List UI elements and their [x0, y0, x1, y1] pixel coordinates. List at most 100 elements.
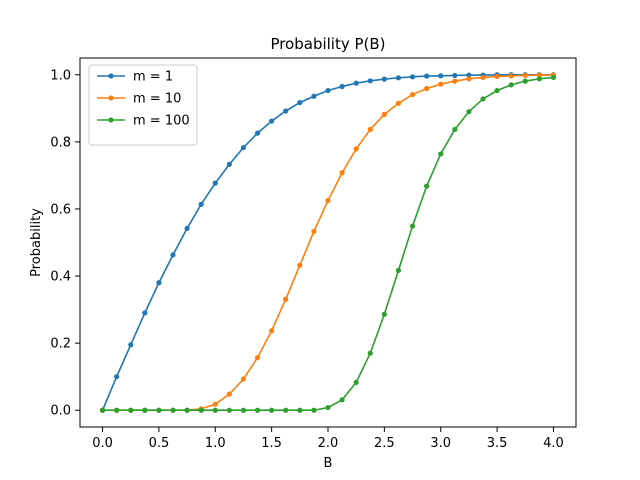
series-3-point	[353, 379, 359, 385]
x-tick-label: 1.5	[261, 436, 282, 451]
series-3-point	[254, 407, 261, 413]
series-2-point	[480, 74, 486, 81]
series-1-point	[254, 130, 261, 136]
chart-title: Probability P(B)	[270, 35, 385, 53]
series-2-point	[424, 85, 430, 92]
series-2-point	[508, 73, 514, 79]
series-3-point	[170, 407, 176, 413]
series-3-point	[536, 76, 542, 82]
series-2-point	[240, 376, 247, 382]
series-1-point	[128, 342, 134, 348]
series-1-point	[170, 252, 176, 258]
series-1-point	[212, 180, 218, 186]
series-2-point	[226, 391, 232, 397]
y-tick-label: 0.6	[50, 202, 71, 217]
series-2-point	[536, 72, 542, 78]
series-1-point	[367, 78, 373, 84]
legend-marker	[108, 95, 114, 101]
series-2-point	[311, 228, 317, 235]
y-tick-label: 1.0	[50, 68, 71, 83]
series-layer	[99, 72, 557, 413]
series-1-point	[240, 144, 247, 151]
series-3-point	[240, 407, 247, 413]
series-2-point	[297, 262, 303, 268]
series-1-point	[438, 73, 444, 79]
series-1-point	[381, 76, 387, 82]
legend-box	[88, 64, 198, 146]
series-3-point	[339, 397, 345, 403]
legend-marker	[108, 73, 114, 79]
series-2-point	[409, 91, 416, 98]
series-3-point	[438, 151, 444, 157]
series-2-point	[269, 328, 275, 334]
x-tick-label: 0.0	[92, 436, 113, 451]
series-3-point	[99, 407, 106, 413]
series-1-point	[283, 108, 289, 114]
series-1-point	[424, 73, 430, 79]
series-1-point	[325, 87, 331, 94]
series-1-point	[198, 201, 204, 207]
series-2-point	[466, 76, 472, 82]
series-2-point	[438, 81, 444, 87]
series-3-point	[550, 74, 557, 81]
series-2-point	[452, 78, 458, 84]
x-tick-label: 4.0	[543, 436, 564, 451]
series-1-point	[409, 74, 416, 80]
legend-item: m = 100	[97, 114, 190, 129]
series-3-point	[226, 407, 232, 413]
x-axis-label: B	[324, 456, 333, 471]
legend-item: m = 10	[97, 92, 181, 107]
legend-label: m = 10	[133, 92, 181, 107]
series-3-point	[325, 404, 331, 411]
series-3-point	[494, 87, 500, 94]
series-2-point	[494, 73, 500, 80]
y-tick-label: 0.4	[50, 270, 71, 285]
series-3-point	[198, 407, 204, 413]
series-1-point	[297, 100, 303, 106]
x-tick-label: 0.5	[149, 436, 170, 451]
series-3-point	[283, 407, 289, 413]
series-1-point	[395, 75, 402, 81]
y-tick-label: 0.2	[50, 337, 71, 352]
series-1-point	[353, 80, 359, 86]
series-3-point	[367, 350, 373, 356]
series-3-point	[522, 78, 528, 84]
legend-label: m = 1	[133, 70, 173, 85]
series-2-point	[381, 111, 387, 117]
series-2-point	[522, 72, 528, 79]
series-3-point	[114, 407, 120, 413]
series-1-point	[114, 374, 120, 380]
x-tick-label: 1.0	[205, 436, 226, 451]
series-2-point	[339, 170, 345, 176]
series-3-point	[381, 311, 387, 317]
series-2-point	[367, 126, 373, 133]
x-tick-label: 3.5	[487, 436, 508, 451]
series-3-point	[508, 82, 514, 88]
series-2-point	[353, 146, 359, 152]
x-tick-label: 2.0	[318, 436, 339, 451]
legend-label: m = 100	[133, 114, 190, 129]
series-3-point	[297, 407, 303, 413]
legend: m = 1 m = 10 m = 100	[88, 64, 198, 146]
y-tick-label: 0.8	[50, 135, 71, 150]
series-3-point	[395, 267, 402, 273]
series-3-point	[142, 407, 148, 413]
series-1-point	[184, 225, 190, 232]
series-1-point	[339, 83, 345, 90]
series-3-point	[156, 407, 162, 413]
y-axis: 0.0 0.2 0.4 0.6 0.8 1.0	[50, 68, 80, 419]
series-3-point	[128, 407, 134, 413]
series-3-point	[452, 126, 458, 133]
legend-item: m = 1	[97, 70, 173, 85]
series-3-point	[480, 96, 486, 102]
series-1-point	[311, 93, 317, 99]
series-2-point	[254, 354, 261, 361]
series-3-point	[311, 407, 317, 413]
series-1-point	[269, 118, 275, 124]
series-3-point	[424, 183, 430, 189]
series-1-point	[226, 161, 232, 167]
series-1-point	[452, 72, 458, 79]
series-2-point	[212, 401, 218, 407]
